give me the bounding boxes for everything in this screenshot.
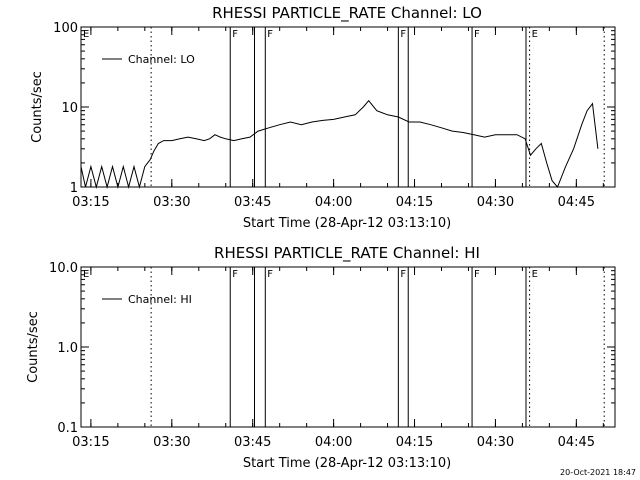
legend: Channel: LO: [102, 53, 195, 66]
event-marker-label: E: [83, 29, 89, 40]
event-marker-label: F: [267, 29, 273, 40]
y-tick-label: 1.0: [57, 341, 78, 356]
event-marker-label: E: [83, 269, 89, 280]
y-tick-label: 10.0: [49, 261, 78, 276]
x-tick-label: 03:15: [72, 435, 109, 450]
series-line: [80, 99, 599, 189]
chart-title: RHESSI PARTICLE_RATE Channel: HI: [214, 244, 480, 263]
y-tick-label: 10: [61, 101, 78, 116]
plot-panel-hi: RHESSI PARTICLE_RATE Channel: HI Counts/…: [26, 244, 616, 471]
event-marker-label: F: [232, 269, 238, 280]
y-axis-label: Counts/sec: [26, 311, 41, 383]
x-tick-label: 04:30: [477, 435, 514, 450]
x-tick-label: 03:45: [234, 435, 271, 450]
plot-panel-lo: RHESSI PARTICLE_RATE Channel: LO Counts/…: [30, 4, 616, 231]
x-axis-label: Start Time (28-Apr-12 03:13:10): [243, 456, 451, 471]
x-tick-label: 04:15: [396, 195, 433, 210]
event-marker-label: F: [400, 29, 406, 40]
x-tick-label: 04:45: [558, 195, 595, 210]
x-tick-label: 04:30: [477, 195, 514, 210]
x-tick-label: 04:45: [558, 435, 595, 450]
legend-label: Channel: LO: [128, 53, 195, 66]
y-axis-label: Counts/sec: [30, 71, 45, 143]
x-axis-label: Start Time (28-Apr-12 03:13:10): [243, 216, 451, 231]
legend-label: Channel: HI: [128, 293, 192, 306]
event-marker-label: F: [267, 269, 273, 280]
event-marker-label: F: [474, 29, 480, 40]
event-marker-label: F: [400, 269, 406, 280]
y-tick-label: 1: [70, 181, 78, 196]
x-tick-label: 03:45: [234, 195, 271, 210]
y-tick-label: 100: [53, 21, 78, 36]
y-tick-label: 0.1: [57, 421, 78, 436]
plot-frame: [80, 26, 616, 188]
plot-timestamp: 20-Oct-2021 18:47: [560, 468, 636, 477]
plot-frame: [80, 266, 616, 428]
legend: Channel: HI: [102, 293, 192, 306]
event-marker-label: F: [232, 29, 238, 40]
x-tick-label: 04:00: [315, 435, 352, 450]
x-tick-label: 04:15: [396, 435, 433, 450]
event-marker-label: F: [474, 269, 480, 280]
chart-title: RHESSI PARTICLE_RATE Channel: LO: [212, 4, 482, 23]
x-tick-label: 03:15: [72, 195, 109, 210]
event-marker-label: E: [532, 269, 538, 280]
chart-marks: 03:15 03:30 03:45 04:00 04:15 04:30 04:45 1 10 10…: [53, 21, 616, 210]
x-tick-label: 04:00: [315, 195, 352, 210]
x-tick-label: 03:30: [153, 195, 190, 210]
chart-marks: 03:15 03:30 03:45 04:00 04:15 04:30 04:45 0.1 1.…: [49, 261, 616, 450]
x-tick-label: 03:30: [153, 435, 190, 450]
event-marker-label: E: [532, 29, 538, 40]
